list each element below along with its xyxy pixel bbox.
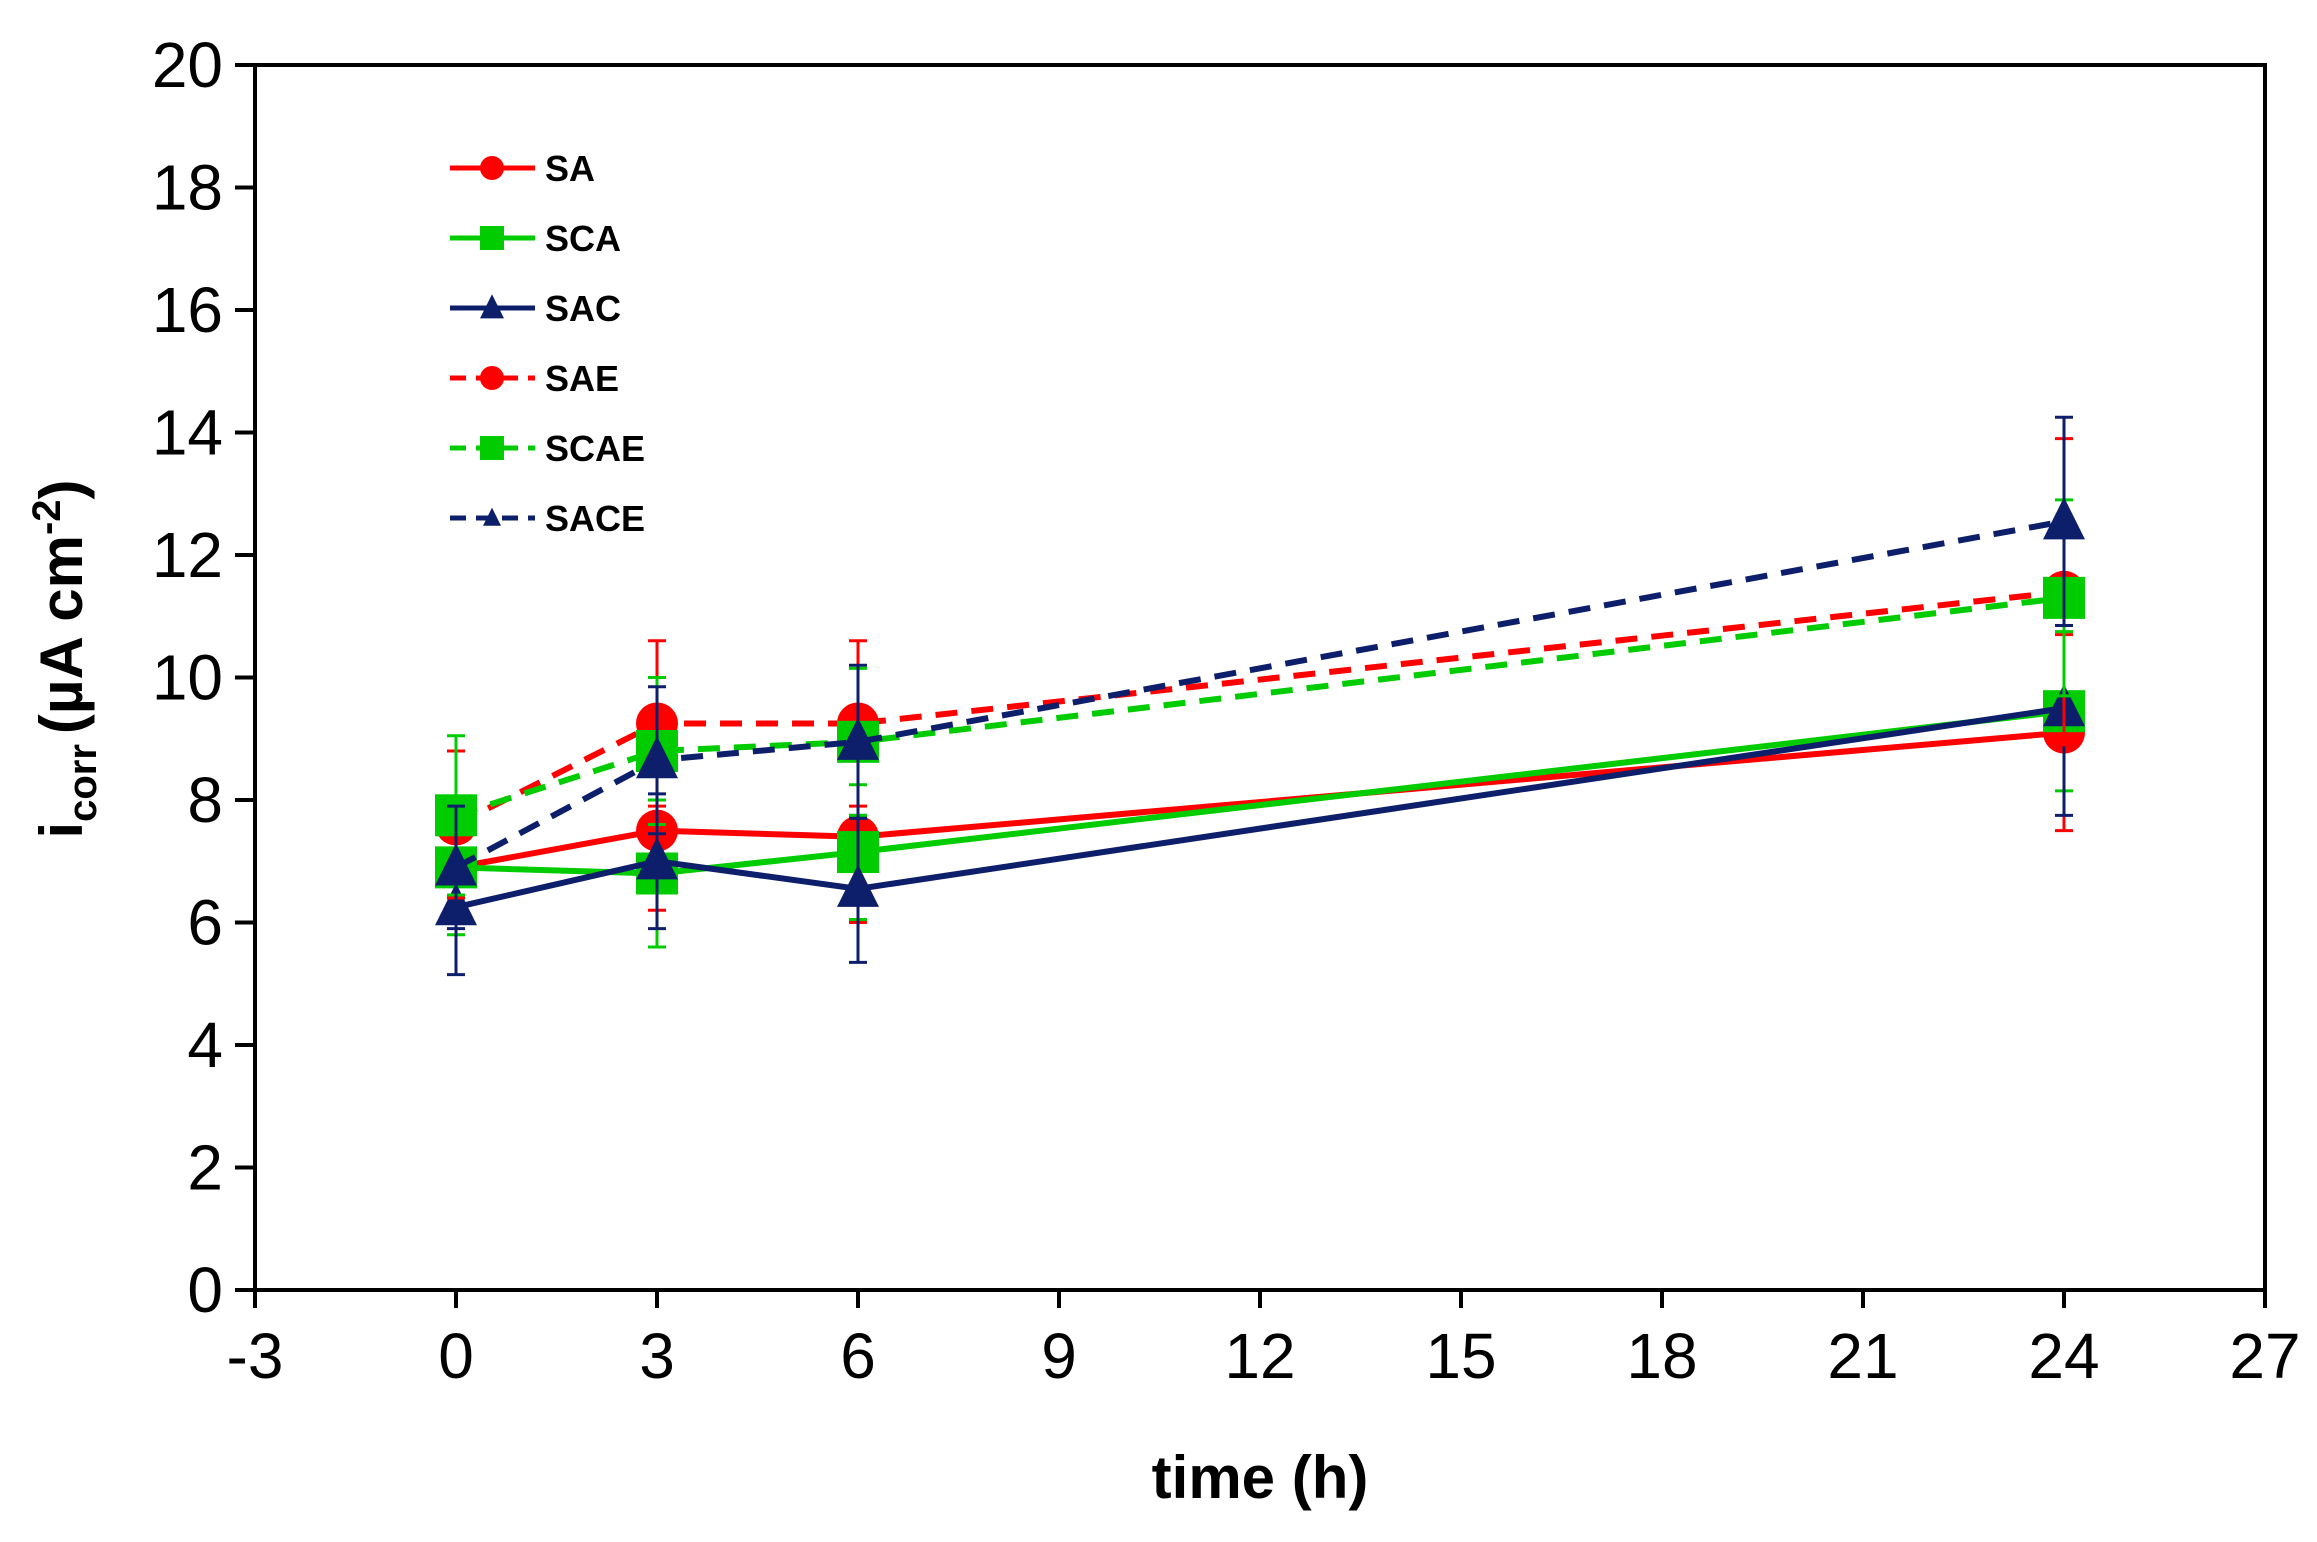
y-axis-title-unit: (µA cm [28,535,95,734]
y-tick-label: 18 [152,152,223,224]
legend-marker [480,226,504,250]
x-tick-label: -3 [227,1320,284,1392]
legend-item-sae: SAE [450,358,619,399]
legend-item-sca: SCA [450,218,621,259]
x-axis: -3 0 3 6 9 12 15 18 21 24 27 [227,1290,2301,1392]
y-axis-title-sub: corr [61,744,105,822]
x-tick-label: 15 [1425,1320,1496,1392]
legend-marker [483,507,501,526]
y-tick-label: 12 [152,519,223,591]
y-tick-label: 4 [187,1009,223,1081]
legend-label: SCA [545,218,621,259]
y-axis: 0 2 4 6 8 10 12 14 16 18 20 [152,29,255,1326]
legend-item-sa: SA [450,148,595,189]
legend-marker [480,436,504,460]
legend-label: SACE [545,498,645,539]
y-tick-label: 6 [187,887,223,959]
series-line [455,729,2065,871]
data-point [837,864,879,907]
legend-label: SA [545,148,595,189]
data-point [2043,497,2085,540]
legend-label: SAE [545,358,619,399]
legend-marker [480,294,504,319]
data-point [636,837,678,880]
x-tick-label: 27 [2229,1320,2300,1392]
series-line [455,708,2065,877]
series-line [455,705,2065,911]
series-group [435,415,2085,977]
x-tick-label: 9 [1041,1320,1077,1392]
x-tick-label: 12 [1224,1320,1295,1392]
y-axis-title-close: ) [28,479,95,499]
legend-item-sace: SACE [450,498,645,539]
series-sace [435,415,2085,931]
data-point [636,736,678,779]
legend-item-sac: SAC [450,288,621,329]
legend-item-scae: SCAE [450,428,645,469]
y-tick-label: 20 [152,29,223,101]
y-tick-label: 14 [152,397,223,469]
x-tick-label: 3 [639,1320,675,1392]
legend-marker [480,366,504,390]
x-tick-label: 21 [1827,1320,1898,1392]
y-tick-label: 0 [187,1254,223,1326]
legend: SA SCA SAC SAE SCAE SACE [450,148,645,539]
legend-marker [480,156,504,180]
y-tick-label: 8 [187,764,223,836]
x-tick-label: 18 [1626,1320,1697,1392]
x-tick-label: 0 [438,1320,474,1392]
y-axis-title-main: i [28,822,95,839]
data-point [837,717,879,760]
y-tick-label: 2 [187,1132,223,1204]
x-axis-title: time (h) [1152,1444,1369,1511]
series-line [455,594,2065,819]
x-tick-label: 24 [2028,1320,2099,1392]
legend-label: SCAE [545,428,645,469]
series-line [454,588,2065,828]
y-tick-label: 10 [152,642,223,714]
y-tick-label: 16 [152,274,223,346]
y-axis-title-sup: -2 [25,499,69,535]
x-tick-label: 6 [840,1320,876,1392]
legend-label: SAC [545,288,621,329]
series-line [454,518,2065,871]
data-point [435,843,477,886]
y-axis-title: icorr (µA cm-2) [25,479,105,838]
